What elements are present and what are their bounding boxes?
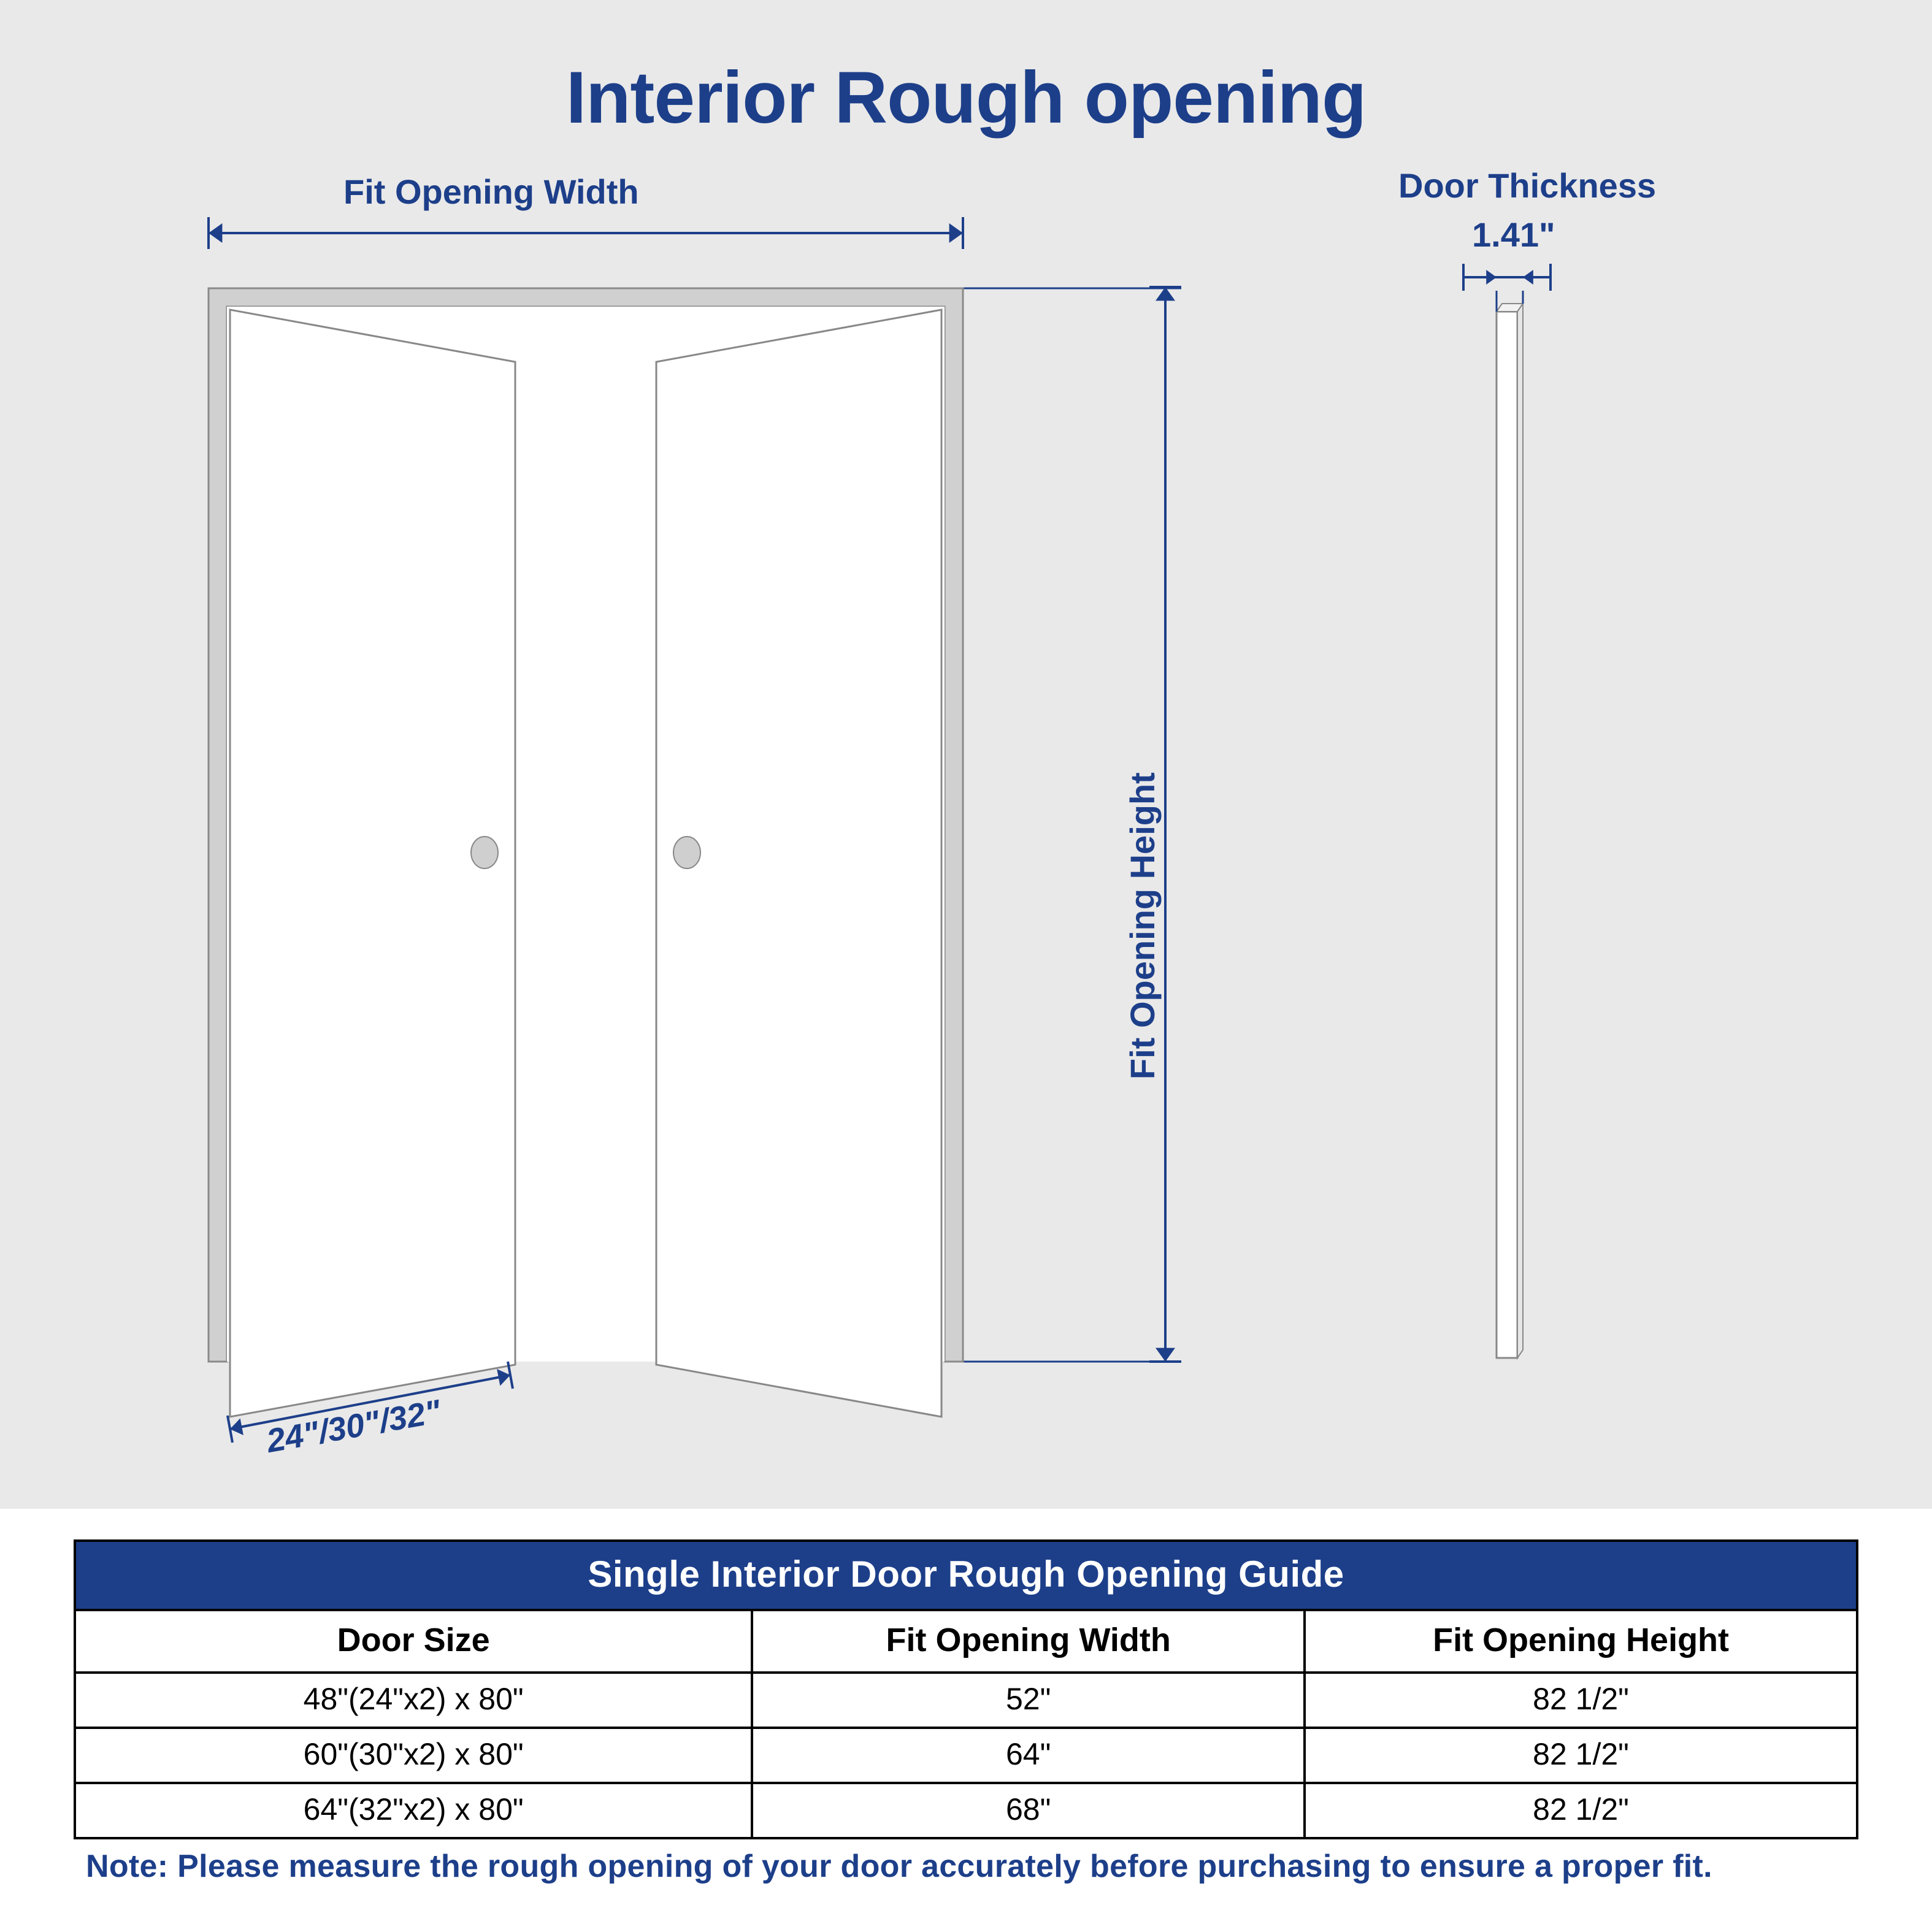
table-row: 48"(24"x2) x 80"52"82 1/2" (75, 1673, 1857, 1728)
table-cell: 64" (752, 1728, 1305, 1783)
table-cell: 48"(24"x2) x 80" (75, 1673, 752, 1728)
sizing-table: Single Interior Door Rough Opening Guide… (74, 1539, 1858, 1839)
table-row: 64"(32"x2) x 80"68"82 1/2" (75, 1783, 1857, 1838)
table-cell: 64"(32"x2) x 80" (75, 1783, 752, 1838)
table-cell: 68" (752, 1783, 1305, 1838)
table-cell: 82 1/2" (1305, 1728, 1857, 1783)
footnote: Note: Please measure the rough opening o… (86, 1846, 1852, 1887)
table-cell: 82 1/2" (1305, 1783, 1857, 1838)
sizing-table-wrap: Single Interior Door Rough Opening Guide… (74, 1539, 1858, 1839)
table-title: Single Interior Door Rough Opening Guide (75, 1541, 1857, 1610)
table-cell: 52" (752, 1673, 1305, 1728)
infographic-canvas: Interior Rough opening Fit Opening Width… (0, 0, 1932, 1932)
door-diagram (0, 0, 1932, 1509)
table-column-header: Door Size (75, 1610, 752, 1673)
table-row: 60"(30"x2) x 80"64"82 1/2" (75, 1728, 1857, 1783)
table-cell: 82 1/2" (1305, 1673, 1857, 1728)
table-column-header: Fit Opening Width (752, 1610, 1305, 1673)
table-cell: 60"(30"x2) x 80" (75, 1728, 752, 1783)
table-header-row: Door SizeFit Opening WidthFit Opening He… (75, 1610, 1857, 1673)
table-body: 48"(24"x2) x 80"52"82 1/2"60"(30"x2) x 8… (75, 1673, 1857, 1838)
table-column-header: Fit Opening Height (1305, 1610, 1857, 1673)
